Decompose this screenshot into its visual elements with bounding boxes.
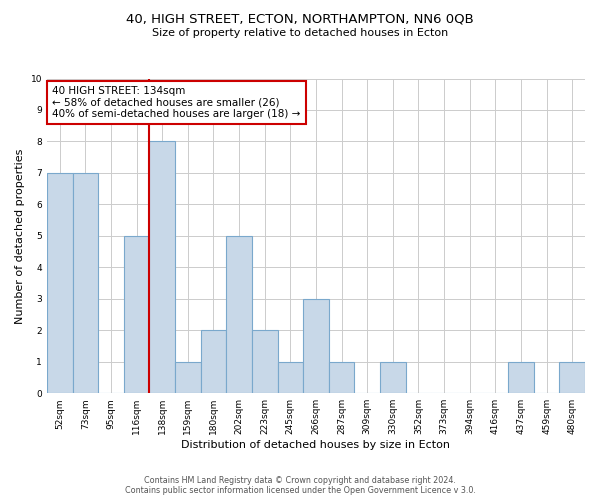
Bar [226,236,252,393]
Bar [73,173,98,393]
Bar [380,362,406,393]
Bar [252,330,278,393]
Bar [329,362,355,393]
Bar [124,236,149,393]
Bar [278,362,303,393]
Text: Contains public sector information licensed under the Open Government Licence v : Contains public sector information licen… [125,486,475,495]
Text: Contains HM Land Registry data © Crown copyright and database right 2024.: Contains HM Land Registry data © Crown c… [144,476,456,485]
Bar [303,299,329,393]
Text: Size of property relative to detached houses in Ecton: Size of property relative to detached ho… [152,28,448,38]
Bar [175,362,200,393]
X-axis label: Distribution of detached houses by size in Ecton: Distribution of detached houses by size … [181,440,451,450]
Y-axis label: Number of detached properties: Number of detached properties [15,148,25,324]
Text: 40, HIGH STREET, ECTON, NORTHAMPTON, NN6 0QB: 40, HIGH STREET, ECTON, NORTHAMPTON, NN6… [126,12,474,26]
Bar [200,330,226,393]
Bar [559,362,585,393]
Text: 40 HIGH STREET: 134sqm
← 58% of detached houses are smaller (26)
40% of semi-det: 40 HIGH STREET: 134sqm ← 58% of detached… [52,86,301,119]
Bar [47,173,73,393]
Bar [149,142,175,393]
Bar [508,362,534,393]
